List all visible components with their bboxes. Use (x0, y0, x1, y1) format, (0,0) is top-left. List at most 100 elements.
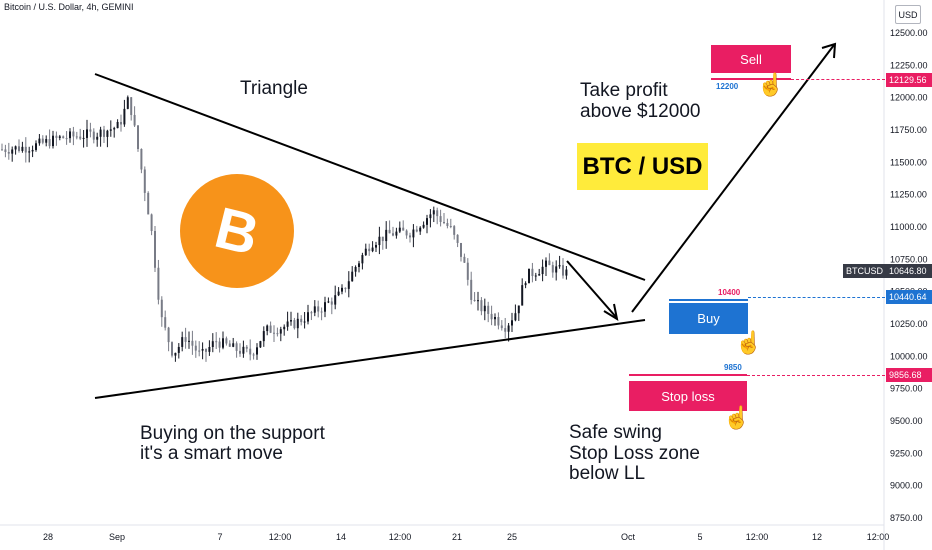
candle-body (92, 131, 95, 140)
candle-body (341, 287, 343, 292)
candle-body (327, 301, 330, 303)
y-tick-label: 10750.00 (890, 254, 928, 264)
candle-body (385, 229, 388, 242)
candles (1, 95, 568, 362)
candle-body (344, 287, 347, 289)
stop-loss-button[interactable]: Stop loss (629, 381, 747, 411)
candle-body (52, 135, 54, 147)
x-axis: 28 Sep 7 12:00 14 12:00 21 25 Oct 5 12:00 12 12:00 (43, 532, 889, 542)
candle-body (494, 316, 496, 320)
y-tick-label: 11000.00 (890, 222, 927, 232)
candle-body (14, 146, 17, 150)
candle-body (130, 97, 133, 115)
symbol-tag: BTCUSD (843, 264, 887, 278)
candle-body (290, 320, 292, 322)
candle-body (293, 320, 296, 329)
candle-body (75, 136, 78, 138)
candle-body (534, 275, 537, 277)
candle-body (296, 318, 299, 329)
candle-body (1, 149, 3, 151)
candle-body (303, 321, 306, 323)
candle-body (504, 328, 507, 332)
candle-body (487, 305, 490, 314)
candle-body (106, 130, 109, 137)
candle-body (483, 305, 486, 312)
candle-body (38, 138, 41, 144)
swing-label-1: Safe swing (569, 422, 662, 443)
candle-body (313, 306, 316, 313)
candle-body (398, 227, 401, 232)
candle-body (242, 346, 245, 354)
candle-body (86, 129, 88, 138)
candle-body (555, 266, 558, 273)
candle-body (381, 236, 384, 242)
candle-body (392, 233, 394, 236)
candle-body (354, 266, 357, 272)
candle-body (21, 146, 24, 151)
candle-body (375, 245, 377, 248)
candle-body (256, 347, 258, 355)
candle-body (201, 348, 204, 351)
candle-body (259, 341, 262, 348)
candle-body (517, 305, 520, 314)
y-tick-label: 8750.00 (890, 513, 923, 523)
candle-body (18, 146, 20, 151)
support-label-2: it's a smart move (140, 443, 283, 464)
candle-body (426, 218, 428, 225)
candle-body (228, 343, 231, 347)
candle-body (143, 169, 146, 193)
candle-body (208, 347, 211, 352)
candle-body (120, 121, 122, 125)
buy-level-tag: 10400 (718, 288, 741, 297)
stop-level-line (629, 374, 747, 376)
projection-arrow[interactable] (566, 42, 837, 322)
candle-body (232, 343, 235, 347)
candle-body (140, 149, 143, 170)
y-tick-label: 11750.00 (890, 125, 927, 135)
y-tick-label: 9750.00 (890, 384, 923, 394)
last-price-tag: 10646.80 (886, 264, 932, 278)
candle-body (419, 227, 422, 232)
candle-body (235, 343, 238, 351)
candle-body (497, 316, 500, 326)
candle-body (194, 345, 197, 351)
candle-body (364, 248, 367, 256)
candle-body (184, 337, 187, 342)
pair-badge: BTC / USD (577, 143, 708, 190)
candle-body (358, 263, 360, 267)
candle-body (466, 262, 469, 280)
candle-body (524, 283, 527, 286)
candle-body (116, 121, 119, 129)
buy-dash-line (748, 297, 885, 298)
y-tick-label: 11250.00 (890, 190, 927, 200)
candle-body (371, 247, 374, 252)
support-trendline[interactable] (94, 319, 646, 399)
candle-body (103, 129, 105, 137)
candle-body (480, 300, 483, 312)
candle-body (113, 128, 116, 130)
candle-body (82, 137, 85, 139)
currency-button[interactable]: USD (895, 5, 921, 24)
triangle-label: Triangle (240, 78, 308, 99)
candle-body (239, 350, 241, 354)
candle-body (337, 291, 340, 296)
candle-body (558, 265, 561, 267)
candle-body (286, 321, 289, 327)
sell-price-tag: 12129.56 (886, 73, 932, 87)
stop-price-tag: 9856.68 (886, 368, 932, 382)
candle-body (531, 268, 534, 277)
candle-body (307, 312, 309, 322)
resistance-trendline[interactable] (94, 73, 646, 281)
candle-body (470, 279, 473, 300)
candle-body (245, 346, 248, 349)
stop-dash-line (747, 375, 885, 376)
candle-body (45, 139, 48, 143)
candle-body (28, 151, 31, 153)
y-tick-label: 12500.00 (890, 28, 928, 38)
candle-body (453, 226, 456, 235)
candle-body (58, 136, 61, 138)
buy-button[interactable]: Buy (669, 303, 748, 334)
candle-body (109, 129, 112, 131)
sell-button[interactable]: Sell (711, 45, 791, 73)
